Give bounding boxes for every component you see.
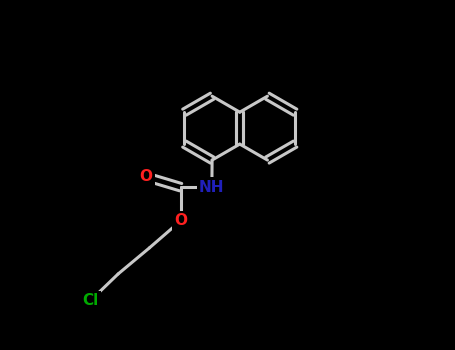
Text: Cl: Cl: [82, 293, 98, 308]
Text: NH: NH: [199, 180, 225, 195]
Text: O: O: [139, 169, 152, 184]
Text: O: O: [174, 214, 187, 228]
